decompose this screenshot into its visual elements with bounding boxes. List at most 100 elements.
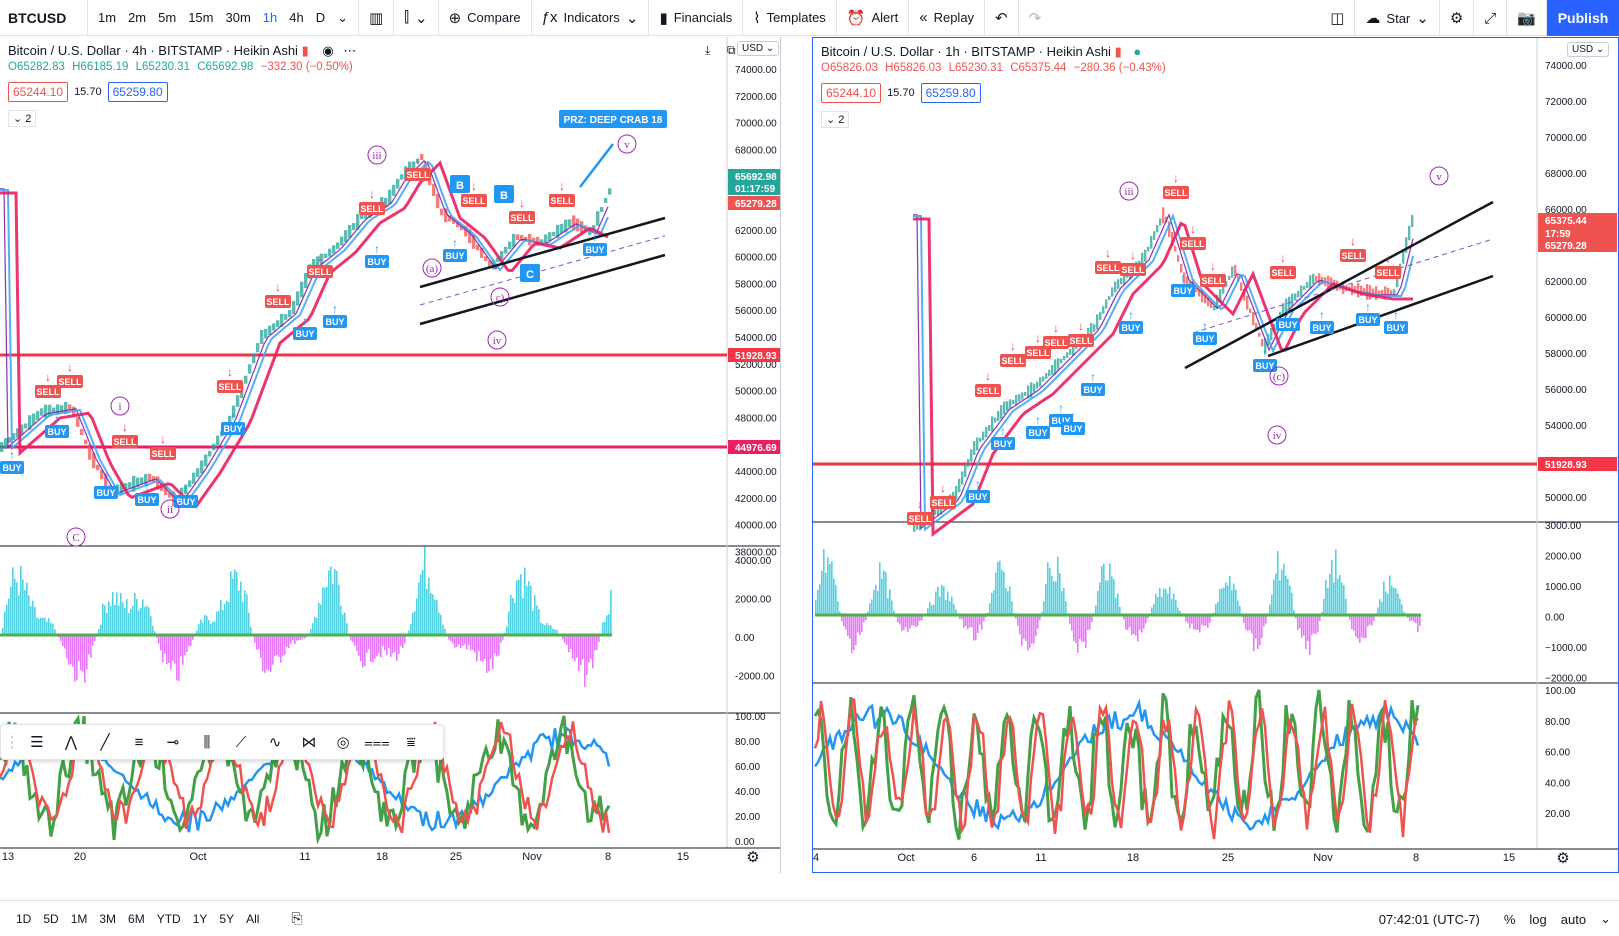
horizontal-ray-icon[interactable]: ⊸	[166, 734, 180, 751]
currency-button[interactable]: USD ⌄	[737, 41, 780, 56]
cloud-save-button[interactable]: ☁ Star ⌄	[1355, 0, 1440, 36]
bar-style-button[interactable]: ▥	[359, 0, 395, 36]
scroll-down-icon[interactable]: ⤓	[705, 43, 711, 57]
clock-time[interactable]: 07:42:01 (UTC-7)	[1378, 911, 1480, 927]
range-1y[interactable]: 1Y	[192, 911, 208, 926]
redo-button[interactable]: ↷	[1019, 0, 1052, 36]
candle	[1315, 275, 1318, 282]
indicators-collapse-button[interactable]: ⌄ 2	[8, 110, 37, 127]
line-icon[interactable]: ⟋	[235, 733, 247, 751]
arrow-down-icon: ↓	[122, 420, 128, 434]
undo-button[interactable]: ↶	[985, 0, 1019, 36]
settings-button[interactable]: ⚙	[1440, 0, 1475, 36]
osc-bar-negative	[170, 635, 172, 670]
channel-icon[interactable]: ≡	[134, 733, 144, 751]
arrow-down-icon: ↓	[415, 153, 421, 167]
candle	[1036, 381, 1039, 389]
osc-bar-positive	[937, 586, 939, 615]
horizontal-lines-icon[interactable]: ☰	[30, 734, 44, 751]
currency-button[interactable]: USD ⌄	[1567, 42, 1610, 57]
interval-1h[interactable]: 1h	[262, 10, 278, 25]
interval-1m[interactable]: 1m	[98, 10, 117, 25]
drag-handle-icon[interactable]: ⋮	[4, 734, 20, 751]
fullscreen-button[interactable]: ⤢	[1474, 0, 1508, 36]
candle	[1018, 394, 1021, 402]
price-tick-label: 72000.00	[1545, 97, 1587, 108]
sell-price-button[interactable]: 65244.10	[8, 82, 69, 102]
fib-retracement-icon[interactable]: ⩶	[364, 733, 390, 751]
left-chart-pane[interactable]: 74000.0072000.0070000.0068000.0066000.00…	[0, 37, 781, 873]
osc-bar-negative	[1081, 615, 1083, 642]
chart-type-button[interactable]: ⫿ ⌄	[394, 0, 439, 36]
right-chart-canvas[interactable]: 74000.00 72000.00 70000.00 68000.00 66000.00…	[813, 38, 1618, 872]
interval-5m[interactable]: 5m	[158, 10, 177, 25]
range-5y[interactable]: 5Y	[219, 911, 235, 926]
gear-icon: ⚙	[746, 849, 759, 866]
chevron-down-icon[interactable]: ⌄	[1600, 911, 1611, 926]
range-3m[interactable]: 3M	[99, 911, 117, 926]
osc-bar-positive	[526, 586, 528, 635]
candle	[1105, 299, 1108, 309]
candle	[1357, 283, 1360, 298]
symbol-search[interactable]: BTCUSD	[0, 0, 88, 36]
candle	[556, 224, 560, 238]
osc-bar-positive	[228, 602, 230, 635]
heikin-ashi-icon: ⫿	[404, 9, 410, 26]
pitchfork-icon[interactable]: ⫼	[203, 733, 211, 751]
osc-bar-negative	[917, 615, 919, 626]
interval-dropdown-icon[interactable]: ⌄	[337, 9, 349, 25]
compare-button[interactable]: ⊕ Compare	[439, 0, 532, 36]
osc-bar-positive	[240, 581, 242, 635]
range-all[interactable]: All	[246, 911, 260, 926]
auto-toggle[interactable]: auto	[1560, 911, 1587, 927]
publish-button[interactable]: Publish	[1547, 0, 1619, 36]
interval-15m[interactable]: 15m	[188, 10, 214, 25]
buy-price-button[interactable]: 65259.80	[107, 82, 168, 102]
buy-price-button[interactable]: 65259.80	[920, 83, 981, 103]
more-icon[interactable]: ⋯	[343, 43, 357, 58]
layout-button[interactable]: ◫	[1320, 0, 1356, 36]
maximize-icon[interactable]: ⧉	[727, 43, 736, 57]
osc-bar-negative	[72, 635, 74, 667]
eye-icon[interactable]: ◉	[322, 43, 334, 58]
pattern-icon[interactable]: ⋀	[64, 734, 78, 751]
right-chart-pane[interactable]: 74000.00 72000.00 70000.00 68000.00 66000.00…	[812, 37, 1619, 873]
goto-date-icon[interactable]: ⎘	[291, 910, 303, 926]
range-1m[interactable]: 1M	[70, 911, 88, 926]
left-chart-canvas[interactable]: 74000.0072000.0070000.0068000.0066000.00…	[0, 37, 781, 873]
gann-icon[interactable]: ◎	[336, 734, 350, 751]
indicators-collapse-button[interactable]: ⌄ 2	[821, 111, 850, 128]
range-6m[interactable]: 6M	[128, 911, 145, 926]
osc-bar-positive	[1167, 593, 1169, 615]
range-5d[interactable]: 5D	[43, 911, 59, 926]
range-ytd[interactable]: YTD	[156, 911, 181, 926]
financials-button[interactable]: ▮ Financials	[649, 0, 744, 36]
candle	[140, 477, 144, 485]
candle	[300, 281, 304, 298]
elliott-wave-icon[interactable]: ∿	[268, 734, 282, 751]
sell-price-button[interactable]: 65244.10	[821, 83, 882, 103]
percent-toggle[interactable]: %	[1503, 911, 1516, 927]
interval-30m[interactable]: 30m	[225, 10, 251, 25]
indicators-button[interactable]: ƒx Indicators ⌄	[532, 0, 650, 36]
candle	[1096, 314, 1099, 330]
candle	[92, 452, 96, 469]
candle	[1111, 287, 1114, 297]
range-1d[interactable]: 1D	[16, 911, 32, 926]
buy-signal	[1026, 426, 1050, 439]
templates-button[interactable]: ⌇ Templates	[743, 0, 837, 36]
replay-button[interactable]: « Replay	[909, 0, 986, 36]
snapshot-button[interactable]: 📷	[1507, 0, 1547, 36]
alert-button[interactable]: ⏰ Alert	[837, 0, 910, 36]
log-toggle[interactable]: log	[1529, 911, 1547, 927]
signal-label: SELL	[360, 204, 384, 214]
candle	[16, 428, 20, 438]
interval-2m[interactable]: 2m	[128, 10, 147, 25]
xabcd-pattern-icon[interactable]: ⋈	[301, 734, 317, 751]
fib-extension-icon[interactable]: ⩸	[406, 733, 416, 751]
interval-d[interactable]: D	[315, 10, 326, 25]
interval-4h[interactable]: 4h	[289, 10, 304, 25]
trend-line-icon[interactable]: ╱	[100, 734, 110, 751]
candle	[164, 486, 168, 496]
osc-bar-negative	[66, 635, 68, 659]
